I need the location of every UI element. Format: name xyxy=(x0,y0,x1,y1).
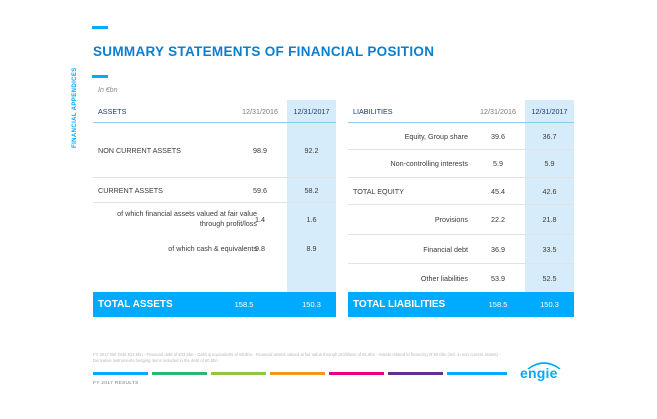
total-assets-2016: 158.5 xyxy=(234,300,254,309)
value-2017: 52.5 xyxy=(542,273,557,283)
table-row: Provisions 22.2 21.8 xyxy=(348,205,574,234)
table-row: TOTAL EQUITY 45.4 42.6 xyxy=(348,178,574,204)
value-2017: 33.5 xyxy=(542,244,557,254)
assets-header-label: ASSETS xyxy=(98,106,127,116)
row-label: Provisions xyxy=(434,215,468,224)
value-2017: 8.9 xyxy=(306,243,317,253)
highlight-column-2017 xyxy=(525,100,574,292)
table-row: Other liabilities 53.9 52.5 xyxy=(348,264,574,292)
liabilities-header-row: LIABILITIES 12/31/2016 12/31/2017 xyxy=(348,100,574,122)
row-label: CURRENT ASSETS xyxy=(98,185,163,195)
liabilities-table: LIABILITIES 12/31/2016 12/31/2017 Equity… xyxy=(348,100,574,317)
row-label: of which cash & equivalents xyxy=(168,243,257,253)
footer-stripe xyxy=(270,372,325,375)
footer-stripe xyxy=(152,372,207,375)
value-2017: 21.8 xyxy=(542,215,557,224)
section-side-label: FINANCIAL APPENDICES xyxy=(72,67,78,148)
assets-header-row: ASSETS 12/31/2016 12/31/2017 xyxy=(93,100,336,122)
value-2016: 9.8 xyxy=(255,243,265,253)
engie-logo: engie xyxy=(520,365,558,381)
row-label: TOTAL EQUITY xyxy=(353,186,404,196)
divider xyxy=(348,122,574,123)
liabilities-header-2017: 12/31/2017 xyxy=(531,106,568,116)
table-row: Financial debt 36.9 33.5 xyxy=(348,235,574,263)
divider xyxy=(348,177,574,178)
footer-stripe xyxy=(447,372,507,375)
total-assets-2017: 150.3 xyxy=(302,300,321,309)
unit-label: In €bn xyxy=(98,87,118,94)
value-2016: 1.4 xyxy=(255,214,265,224)
highlight-column-2017 xyxy=(287,100,336,292)
row-label: Other liabilities xyxy=(420,273,468,283)
table-row: Non-controlling interests 5.9 5.9 xyxy=(348,150,574,177)
assets-header-2017: 12/31/2017 xyxy=(293,106,330,116)
footnote: FY 2017 Net Debt €22.5bn - Financial deb… xyxy=(93,352,501,363)
page-title: SUMMARY STATEMENTS OF FINANCIAL POSITION xyxy=(93,44,435,59)
value-2016: 22.2 xyxy=(491,215,505,224)
table-row: NON CURRENT ASSETS 98.9 92.2 xyxy=(93,123,336,177)
value-2016: 39.6 xyxy=(491,131,505,141)
row-label: NON CURRENT ASSETS xyxy=(98,145,181,155)
value-2016: 36.9 xyxy=(491,244,505,254)
row-label: Equity, Group share xyxy=(404,131,468,141)
liabilities-header-label: LIABILITIES xyxy=(353,106,393,116)
assets-total-row: TOTAL ASSETS 158.5 150.3 xyxy=(93,292,336,317)
divider xyxy=(348,149,574,150)
subtitle-accent-bar xyxy=(92,75,108,78)
value-2016: 59.6 xyxy=(253,185,267,195)
liabilities-total-row: TOTAL LIABILITIES 158.5 150.3 xyxy=(348,292,574,317)
divider xyxy=(348,234,574,235)
liabilities-header-2016: 12/31/2016 xyxy=(480,106,516,116)
divider xyxy=(93,122,336,123)
value-2017: 1.6 xyxy=(306,214,317,224)
table-row: CURRENT ASSETS 59.6 58.2 xyxy=(93,178,336,202)
footer-stripe xyxy=(93,372,148,375)
divider xyxy=(93,202,336,203)
divider xyxy=(93,177,336,178)
value-2017: 42.6 xyxy=(542,186,557,196)
value-2017: 5.9 xyxy=(544,159,555,168)
value-2016: 45.4 xyxy=(491,186,505,196)
total-liabilities-2016: 158.5 xyxy=(488,300,508,309)
total-liabilities-2017: 150.3 xyxy=(540,300,559,309)
value-2016: 98.9 xyxy=(253,145,267,155)
row-label: Non-controlling interests xyxy=(390,159,468,168)
value-2016: 53.9 xyxy=(491,273,505,283)
footer-stripe xyxy=(211,372,266,375)
footer-stripe xyxy=(388,372,443,375)
value-2016: 5.9 xyxy=(493,159,503,168)
table-row: of which cash & equivalents 9.8 8.9 xyxy=(93,235,336,261)
assets-header-2016: 12/31/2016 xyxy=(242,106,278,116)
value-2017: 58.2 xyxy=(304,185,319,195)
total-assets-label: TOTAL ASSETS xyxy=(98,299,173,310)
table-row: Equity, Group share 39.6 36.7 xyxy=(348,123,574,149)
footer-stripe xyxy=(329,372,384,375)
value-2017: 92.2 xyxy=(304,145,319,155)
engie-logo-arc-icon xyxy=(527,362,561,369)
value-2017: 36.7 xyxy=(542,131,557,141)
divider xyxy=(348,204,574,205)
assets-table: ASSETS 12/31/2016 12/31/2017 NON CURRENT… xyxy=(93,100,336,317)
row-label: of which financial assets valued at fair… xyxy=(117,209,257,228)
divider xyxy=(348,263,574,264)
table-row: of which financial assets valued at fair… xyxy=(93,203,336,235)
total-liabilities-label: TOTAL LIABILITIES xyxy=(353,299,446,310)
title-accent-bar xyxy=(92,26,108,29)
row-label: Financial debt xyxy=(423,244,468,254)
footer-label: FY 2017 RESULTS xyxy=(93,381,139,386)
